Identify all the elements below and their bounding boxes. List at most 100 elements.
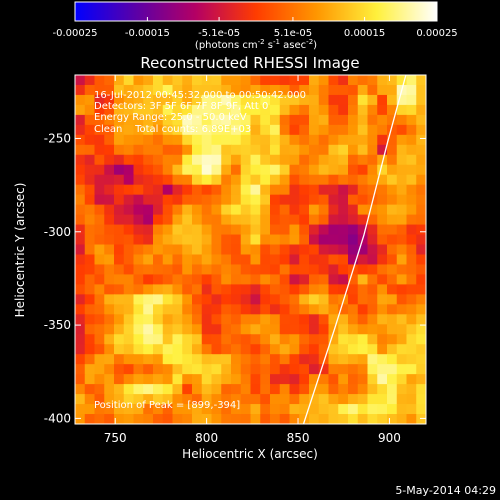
heatmap-cell [162,334,174,345]
heatmap-cell [114,144,125,156]
heatmap-cell [162,254,174,266]
heatmap-cell [75,194,86,206]
heatmap-cell [231,324,242,335]
heatmap-cell [114,364,125,375]
heatmap-cell [387,174,398,186]
heatmap-cell [289,374,300,385]
heatmap-cell [299,324,310,335]
heatmap-cell [153,264,164,276]
heatmap-cell [201,144,213,156]
heatmap-cell [153,324,164,335]
heatmap-cell [153,124,164,136]
heatmap-cell [143,214,154,226]
heatmap-cell [260,284,271,295]
heatmap-cell [211,114,222,126]
heatmap-cell [299,124,310,136]
heatmap-cell [75,374,86,385]
heatmap-cell [299,194,310,206]
heatmap-cell [104,324,115,335]
heatmap-cell [377,394,388,405]
heatmap-cell [114,244,125,256]
heatmap-cell [279,264,291,276]
heatmap-cell [338,244,349,256]
heatmap-cell [328,334,339,345]
info-line-detectors: Detectors: 3F 5F 6F 7F 8F 9F, Att 0 [94,101,268,112]
heatmap-cell [250,75,261,86]
heatmap-cell [84,254,96,266]
heatmap-cell [406,324,417,335]
heatmap-cell [260,244,271,256]
heatmap-cell [221,204,232,216]
heatmap-cell [299,374,310,385]
heatmap-cell [416,204,426,216]
heatmap-cell [396,144,408,156]
heatmap-cell [201,134,213,146]
heatmap-cell [94,274,105,285]
heatmap-cell [338,184,349,196]
heatmap-cell [182,104,193,116]
heatmap-cell [153,134,164,146]
heatmap-cell [279,304,291,315]
heatmap-cell [309,254,320,266]
heatmap-cell [299,114,310,126]
heatmap-cell [75,234,86,246]
heatmap-cell [114,294,125,305]
heatmap-cell [289,344,300,355]
heatmap-cell [309,324,320,335]
heatmap-cell [123,194,135,206]
heatmap-cell [240,224,252,236]
heatmap-cell [387,164,398,176]
heatmap-cell [338,164,349,176]
heatmap-cell [357,164,369,176]
heatmap-cell [211,124,222,136]
heatmap-cell [182,264,193,276]
heatmap-cell [367,154,378,166]
heatmap-cell [318,124,330,136]
heatmap-cell [162,314,174,325]
heatmap-cell [338,174,349,186]
heatmap-cell [75,414,86,424]
heatmap-cell [172,204,183,216]
heatmap-cell [299,134,310,146]
heatmap-cell [133,404,144,415]
heatmap-cell [143,154,154,166]
heatmap-cell [260,124,271,136]
heatmap-cell [289,284,300,295]
heatmap-cell [309,154,320,166]
heatmap-cell [123,104,135,116]
heatmap-cell [192,134,203,146]
heatmap-cell [94,294,105,305]
heatmap-cell [299,164,310,176]
heatmap-cell [182,194,193,206]
heatmap-cell [104,314,115,325]
heatmap-cell [406,174,417,186]
heatmap-cell [240,94,252,106]
heatmap-cell [84,75,96,86]
heatmap-cell [221,294,232,305]
heatmap-cell [348,324,359,335]
heatmap-cell [75,254,86,266]
heatmap-cell [240,234,252,246]
heatmap-cell [279,104,291,116]
heatmap-cell [162,224,174,236]
heatmap-cell [133,224,144,236]
heatmap-cell [143,144,154,156]
heatmap-cell [201,354,213,365]
heatmap-cell [84,184,96,196]
heatmap-cell [289,364,300,375]
heatmap-cell [318,394,330,405]
heatmap-cell [162,84,174,96]
heatmap-cell [348,344,359,355]
heatmap-cell [114,134,125,146]
heatmap-cell [260,194,271,206]
heatmap-cell [387,294,398,305]
heatmap-cell [367,304,378,315]
heatmap-cell [367,414,378,424]
heatmap-cell [260,94,271,106]
heatmap-cell [211,384,222,395]
colorbar-tick-label: 0.00025 [416,28,457,39]
heatmap-cell [162,94,174,106]
heatmap-cell [231,144,242,156]
heatmap-cell [123,374,135,385]
info-line-time: 16-Jul-2012 00:45:32.000 to 00:50:42.000 [94,90,306,101]
